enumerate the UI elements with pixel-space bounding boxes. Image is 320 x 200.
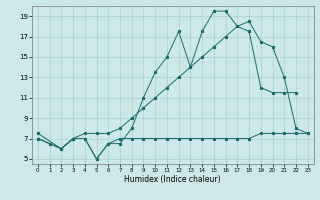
X-axis label: Humidex (Indice chaleur): Humidex (Indice chaleur) [124,175,221,184]
